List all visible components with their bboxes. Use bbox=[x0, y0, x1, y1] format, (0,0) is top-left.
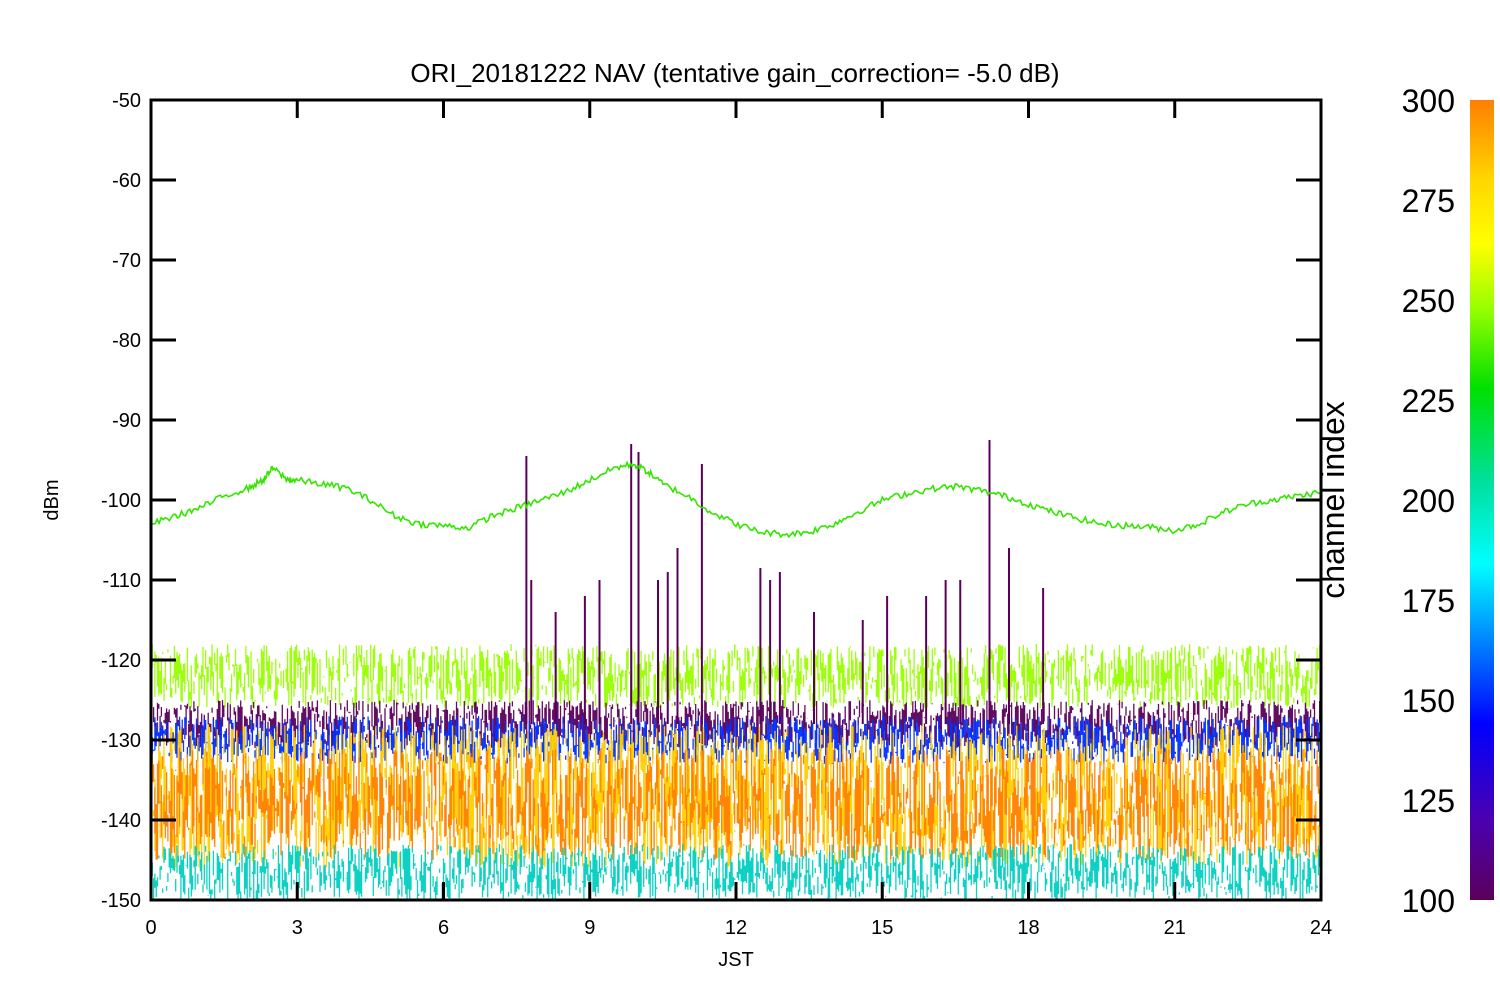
colorbar-tick-label: 275 bbox=[1402, 183, 1455, 219]
colorbar-tick-label: 225 bbox=[1402, 383, 1455, 419]
y-axis: -50 -60 -70 -80 -90 -100 -110 -120 -130 -140 -150 bbox=[101, 90, 1321, 912]
y-tick-label: -140 bbox=[101, 810, 141, 832]
series-noise-ch255 bbox=[151, 644, 1321, 708]
colorbar-tick-label: 125 bbox=[1402, 783, 1455, 819]
y-tick-label: -80 bbox=[112, 330, 141, 352]
spikes bbox=[525, 440, 1045, 724]
x-tick-label: 18 bbox=[1017, 917, 1039, 939]
chart-title: ORI_20181222 NAV (tentative gain_correct… bbox=[410, 58, 1059, 88]
colorbar-tick-label: 200 bbox=[1402, 483, 1455, 519]
x-axis: 0 3 6 9 12 15 18 21 24 bbox=[145, 100, 1332, 939]
colorbar-tick-label: 150 bbox=[1402, 683, 1455, 719]
x-tick-label: 24 bbox=[1310, 917, 1332, 939]
colorbar-tick-label: 175 bbox=[1402, 583, 1455, 619]
colorbar bbox=[1470, 100, 1494, 900]
x-tick-label: 0 bbox=[145, 917, 156, 939]
x-tick-label: 9 bbox=[584, 917, 595, 939]
colorbar-tick-label: 250 bbox=[1402, 283, 1455, 319]
y-tick-label: -90 bbox=[112, 410, 141, 432]
x-tick-label: 12 bbox=[725, 917, 747, 939]
series-noise-ch110 bbox=[151, 700, 1321, 748]
y-tick-label: -60 bbox=[112, 170, 141, 192]
y-tick-label: -50 bbox=[112, 90, 141, 112]
series-line-ch240 bbox=[151, 460, 1321, 539]
series-band-ch295 bbox=[151, 748, 1321, 860]
x-tick-label: 3 bbox=[292, 917, 303, 939]
series-band-ch255 bbox=[151, 644, 1321, 708]
y-tick-label: -110 bbox=[102, 570, 141, 592]
plot-data bbox=[151, 440, 1321, 900]
x-axis-label: JST bbox=[718, 949, 754, 971]
y-tick-label: -150 bbox=[101, 890, 141, 912]
x-tick-label: 15 bbox=[871, 917, 893, 939]
series-noise-ch180 bbox=[151, 844, 1321, 900]
x-tick-label: 6 bbox=[438, 917, 449, 939]
y-tick-label: -70 bbox=[112, 250, 141, 272]
colorbar-tick-label: 100 bbox=[1402, 883, 1455, 919]
y-axis-label: dBm bbox=[41, 479, 63, 520]
y-tick-label: -130 bbox=[101, 730, 141, 752]
series-band-ch180 bbox=[151, 844, 1321, 900]
colorbar-ticks: 300 275 250 225 200 175 150 125 100 bbox=[1402, 83, 1455, 919]
y-tick-label: -120 bbox=[101, 650, 141, 672]
series-band-ch110 bbox=[151, 700, 1321, 748]
colorbar-label: channel index bbox=[1315, 401, 1351, 598]
series-noise-ch295 bbox=[151, 748, 1321, 860]
colorbar-tick-label: 300 bbox=[1402, 83, 1455, 119]
y-tick-label: -100 bbox=[101, 490, 141, 512]
x-tick-label: 21 bbox=[1164, 917, 1186, 939]
